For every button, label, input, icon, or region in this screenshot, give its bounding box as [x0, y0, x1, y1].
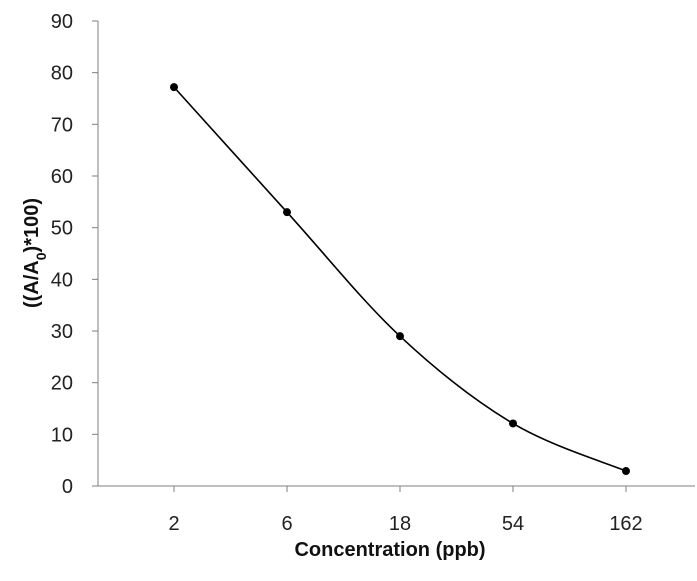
y-axis-title-prefix: ((A/A [21, 260, 43, 308]
y-tick-label: 10 [51, 424, 73, 446]
x-tick-label: 54 [502, 513, 524, 535]
data-point-marker [509, 419, 517, 428]
x-axis-ticks: 2 6 18 54 162 [168, 486, 643, 535]
x-axis-title: Concentration (ppb) [294, 539, 485, 561]
x-tick-label: 6 [281, 513, 292, 535]
y-axis-title: ((A/A0)*100) [21, 198, 49, 308]
x-tick-label: 2 [168, 513, 179, 535]
data-point-marker [170, 83, 178, 92]
axes [97, 21, 695, 487]
y-axis-title-suffix: )*100) [21, 198, 43, 252]
y-tick-label: 90 [51, 11, 73, 33]
y-axis-title-subscript: 0 [33, 252, 49, 260]
data-point-marker [283, 208, 291, 217]
y-axis-ticks: 0 10 20 30 40 50 60 70 80 90 [51, 11, 98, 498]
data-point-marker [396, 332, 404, 341]
y-tick-label: 60 [51, 166, 73, 188]
y-tick-label: 50 [51, 218, 73, 240]
y-tick-label: 80 [51, 63, 73, 85]
y-tick-label: 20 [51, 373, 73, 395]
data-point-marker [622, 467, 630, 476]
x-tick-label: 18 [389, 513, 411, 535]
y-tick-label: 70 [51, 114, 73, 136]
series-markers [170, 83, 630, 476]
series-line [173, 86, 627, 472]
x-tick-label: 162 [609, 513, 642, 535]
y-tick-label: 0 [62, 476, 73, 498]
y-tick-label: 40 [51, 269, 73, 291]
y-tick-label: 30 [51, 321, 73, 343]
